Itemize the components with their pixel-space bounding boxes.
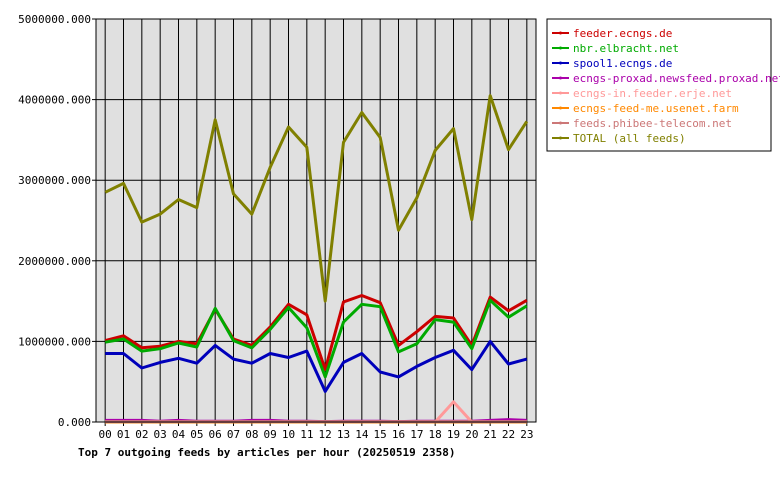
legend-label: feeds.phibee-telecom.net	[573, 117, 732, 130]
legend-label: ecngs-feed-me.usenet.farm	[573, 102, 739, 115]
y-tick-label: 2000000.000	[18, 255, 91, 268]
legend-marker	[559, 61, 562, 65]
legend-marker	[559, 121, 562, 125]
x-tick-label: 00	[99, 428, 112, 441]
x-tick-label: 18	[429, 428, 442, 441]
y-tick-label: 4000000.000	[18, 94, 91, 107]
x-tick-label: 17	[410, 428, 423, 441]
x-axis: 00 01 02 03 04 05 06 07 08 09 10 11 12 13 14 15 16 17 18 19…	[99, 422, 533, 441]
legend-marker	[559, 91, 562, 95]
x-tick-label: 09	[264, 428, 277, 441]
y-axis: 0.000 1000000.000 2000000.000 3000000.000 40…	[18, 13, 96, 429]
legend-marker	[559, 106, 562, 110]
legend-box	[546, 18, 772, 152]
legend-label: TOTAL (all feeds)	[573, 132, 686, 145]
legend-label: ecngs-in.feeder.erje.net	[573, 87, 732, 100]
legend-marker	[559, 31, 562, 35]
x-tick-label: 14	[355, 428, 369, 441]
x-tick-label: 03	[154, 428, 167, 441]
chart-title: Top 7 outgoing feeds by articles per hou…	[78, 446, 456, 459]
legend-label: nbr.elbracht.net	[573, 42, 679, 55]
legend-marker	[559, 136, 562, 140]
y-tick-label: 3000000.000	[18, 174, 91, 187]
series-line	[104, 294, 528, 372]
x-tick-label: 08	[245, 428, 258, 441]
legend: feeder.ecngs.de nbr.elbracht.net spool1.ec…	[546, 18, 780, 152]
grid	[96, 18, 536, 423]
y-tick-label: 1000000.000	[18, 335, 91, 348]
y-tick-label: 0.000	[58, 416, 91, 429]
x-tick-label: 05	[190, 428, 203, 441]
x-tick-label: 11	[300, 428, 313, 441]
legend-marker	[559, 76, 562, 80]
series-line	[104, 94, 529, 303]
x-tick-label: 01	[117, 428, 130, 441]
x-tick-label: 19	[447, 428, 460, 441]
x-tick-label: 04	[172, 428, 186, 441]
legend-label: feeder.ecngs.de	[573, 27, 672, 40]
y-tick-label: 5000000.000	[18, 13, 91, 26]
x-tick-label: 20	[465, 428, 478, 441]
x-tick-label: 13	[337, 428, 350, 441]
x-tick-label: 12	[319, 428, 332, 441]
x-tick-label: 21	[484, 428, 497, 441]
legend-marker	[559, 46, 562, 50]
series-line	[104, 298, 528, 379]
x-tick-label: 02	[135, 428, 148, 441]
x-tick-label: 22	[502, 428, 515, 441]
legend-label: ecngs-proxad.newsfeed.proxad.net	[573, 72, 780, 85]
x-tick-label: 23	[520, 428, 533, 441]
x-tick-label: 16	[392, 428, 405, 441]
x-tick-label: 06	[209, 428, 222, 441]
x-tick-label: 15	[374, 428, 387, 441]
series-line	[105, 339, 528, 393]
x-tick-label: 10	[282, 428, 295, 441]
x-tick-label: 07	[227, 428, 240, 441]
plot-frame	[95, 18, 537, 423]
legend-label: spool1.ecngs.de	[573, 57, 672, 70]
